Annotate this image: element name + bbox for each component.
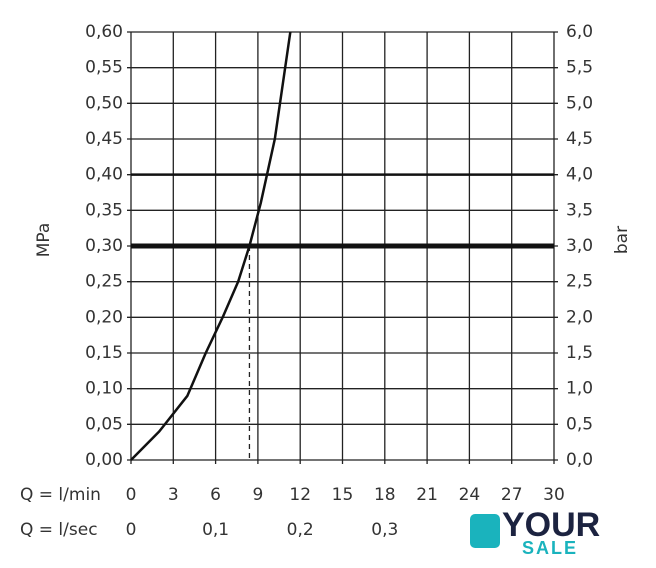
y2-tick-label: 2,5 (566, 272, 593, 292)
y-tick-label: 0,20 (85, 307, 123, 327)
y2-tick-label: 1,5 (566, 343, 593, 363)
y-tick-label: 0,25 (85, 272, 123, 292)
y-tick-label: 0,00 (85, 450, 123, 470)
x-tick-label: 9 (252, 485, 263, 505)
y2-tick-label: 5,0 (566, 93, 593, 113)
x2-row-label: Q = l/sec (20, 520, 98, 540)
y2-tick-label: 4,5 (566, 129, 593, 149)
y-tick-label: 0,30 (85, 236, 123, 256)
y2-tick-label: 5,5 (566, 58, 593, 78)
watermark-icon (470, 514, 500, 548)
y2-tick-label: 2,0 (566, 307, 593, 327)
x2-tick-label: 0,2 (287, 520, 314, 540)
y-tick-label: 0,15 (85, 343, 123, 363)
x-tick-label: 3 (168, 485, 179, 505)
y-tick-label: 0,50 (85, 93, 123, 113)
x-tick-label: 6 (210, 485, 221, 505)
y2-tick-label: 1,0 (566, 379, 593, 399)
y2-tick-label: 3,5 (566, 200, 593, 220)
watermark: YOUR SALE (470, 506, 600, 558)
y-tick-label: 0,45 (85, 129, 123, 149)
y2-tick-label: 0,0 (566, 450, 593, 470)
x-tick-label: 12 (289, 485, 311, 505)
y-tick-label: 0,10 (85, 379, 123, 399)
x-tick-label: 15 (332, 485, 354, 505)
y-tick-label: 0,60 (85, 22, 123, 42)
x-tick-label: 30 (543, 485, 565, 505)
series-line (130, 31, 292, 461)
x-row-label: Q = l/min (20, 485, 101, 505)
y2-tick-label: 4,0 (566, 165, 593, 185)
watermark-text: YOUR (502, 506, 600, 544)
x-tick-label: 24 (459, 485, 481, 505)
x-tick-label: 0 (126, 485, 137, 505)
y-tick-label: 0,35 (85, 200, 123, 220)
y2-axis-label: bar (612, 226, 632, 254)
y2-tick-label: 6,0 (566, 22, 593, 42)
x2-tick-label: 0,1 (202, 520, 229, 540)
y-tick-label: 0,40 (85, 165, 123, 185)
x2-tick-label: 0,3 (371, 520, 398, 540)
y-tick-label: 0,55 (85, 58, 123, 78)
y-tick-label: 0,05 (85, 414, 123, 434)
x-tick-label: 18 (374, 485, 396, 505)
x-tick-label: 21 (416, 485, 438, 505)
x-tick-label: 27 (501, 485, 523, 505)
x2-tick-label: 0 (126, 520, 137, 540)
y2-tick-label: 3,0 (566, 236, 593, 256)
y2-tick-label: 0,5 (566, 414, 593, 434)
y-axis-label: MPa (34, 223, 54, 258)
watermark-text: SALE (522, 538, 578, 558)
